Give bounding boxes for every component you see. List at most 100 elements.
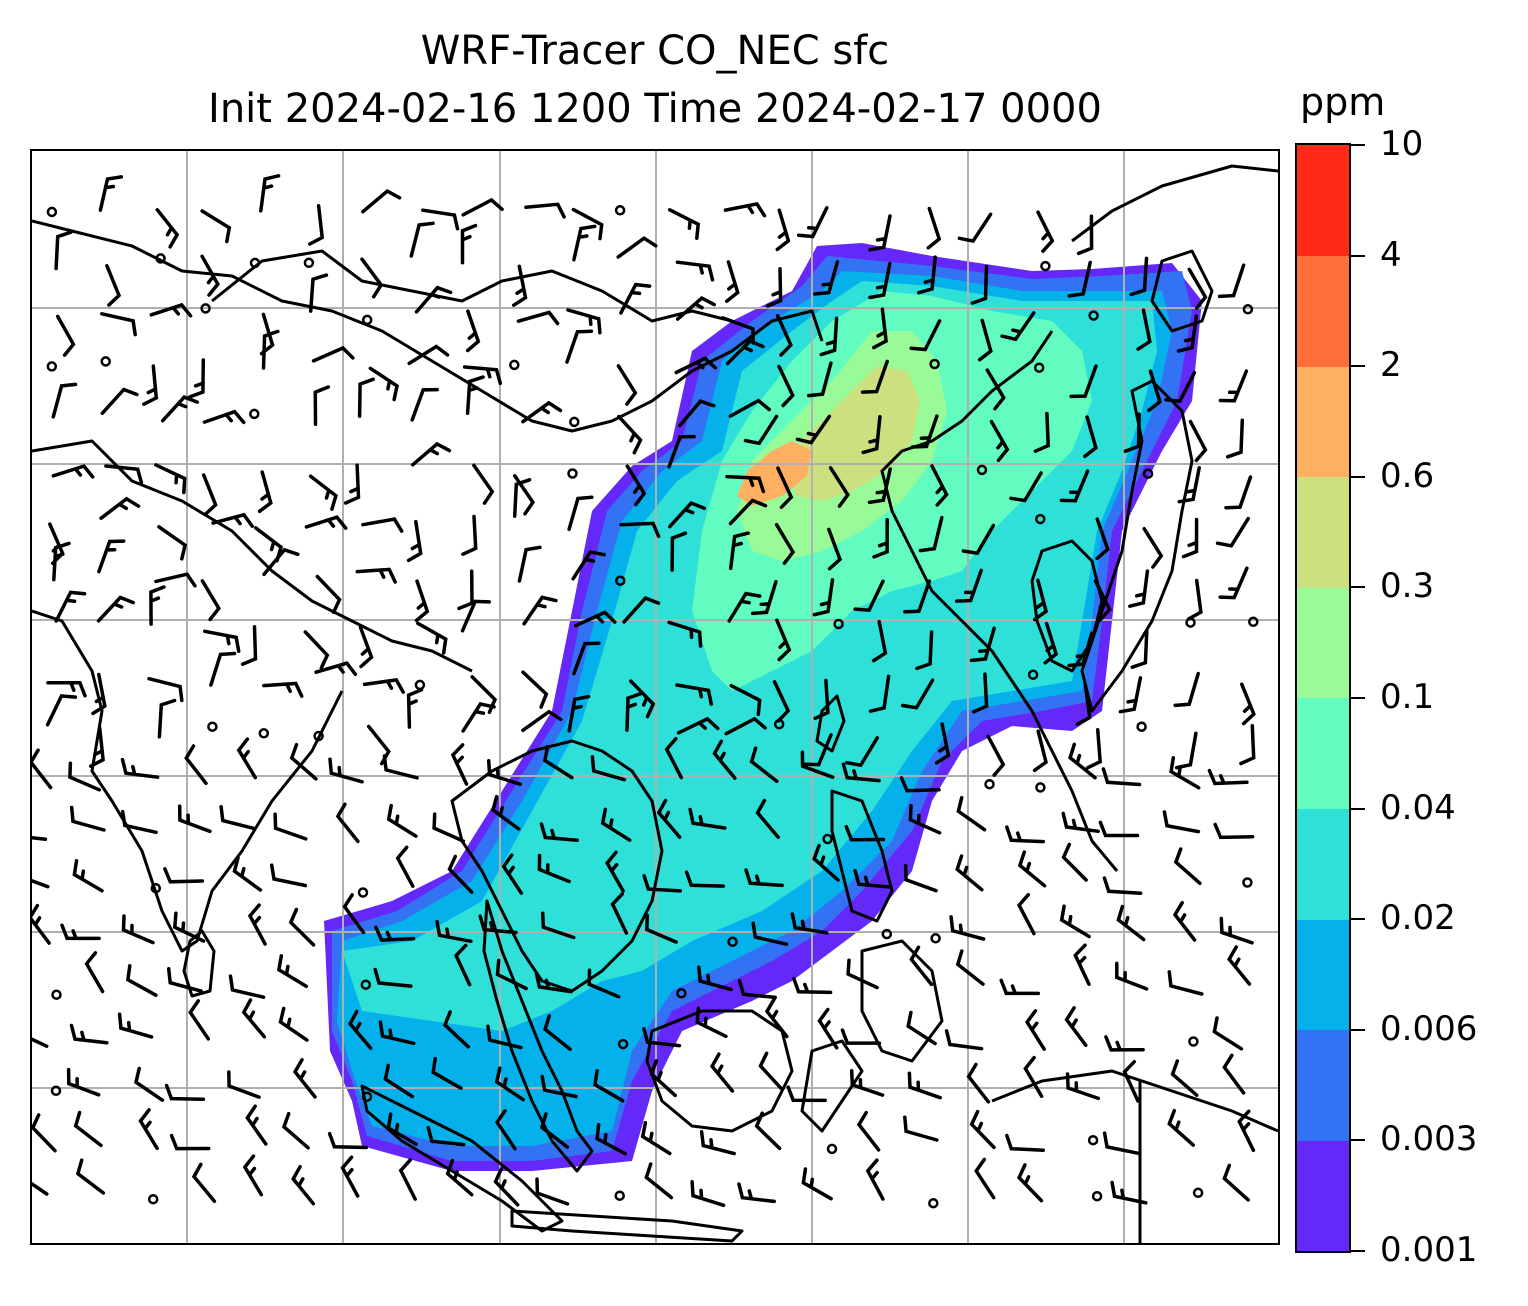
wind-barb xyxy=(918,515,944,553)
wind-barb xyxy=(383,1063,415,1099)
wind-barb xyxy=(91,672,107,716)
wind-barb xyxy=(524,202,566,219)
wind-barb xyxy=(903,1115,939,1142)
wind-barb xyxy=(961,523,996,556)
calm-wind-marker xyxy=(1087,1134,1099,1146)
wind-barb xyxy=(853,868,893,889)
wind-barb xyxy=(1188,419,1208,463)
wind-barb xyxy=(1076,214,1094,256)
wind-barb xyxy=(134,1066,165,1102)
wind-barb xyxy=(32,878,50,889)
colorbar-segment xyxy=(1297,698,1349,810)
calm-wind-marker xyxy=(984,778,995,790)
wind-barb xyxy=(684,870,726,888)
calm-wind-marker xyxy=(249,257,261,269)
wind-barb xyxy=(751,921,789,946)
wind-barb xyxy=(291,1164,316,1206)
wind-barb xyxy=(675,683,714,706)
wind-barb xyxy=(209,651,237,687)
wind-barb xyxy=(853,579,885,613)
wind-barb xyxy=(522,595,558,626)
indochina-coast xyxy=(450,739,664,993)
wind-barb xyxy=(535,1177,570,1206)
wind-barb xyxy=(378,1020,416,1046)
philippines-south xyxy=(860,939,944,1063)
calm-wind-marker xyxy=(1192,1187,1204,1199)
wind-barb xyxy=(358,625,374,669)
wind-barb xyxy=(1224,475,1253,510)
colorbar-segment xyxy=(1297,1029,1349,1141)
wind-barb xyxy=(355,567,397,584)
wind-barb xyxy=(903,864,938,893)
wind-barb xyxy=(188,999,211,1041)
wind-barb xyxy=(54,590,87,623)
wind-barb xyxy=(1225,418,1245,459)
wind-barb xyxy=(335,802,360,844)
wind-barbs xyxy=(32,174,1259,1209)
map-panel xyxy=(30,149,1280,1245)
wind-barb xyxy=(288,907,316,947)
wind-barb xyxy=(743,414,779,446)
wind-barb xyxy=(1136,308,1152,351)
wind-barb xyxy=(567,495,594,532)
colorbar-tick xyxy=(1351,1250,1365,1252)
wind-barb xyxy=(775,208,791,252)
wind-barb xyxy=(1093,579,1112,622)
wind-barb xyxy=(104,464,144,485)
wind-barb xyxy=(386,1112,418,1146)
colorbar-tick-label: 10 xyxy=(1380,124,1424,164)
wind-barb xyxy=(99,496,141,520)
wind-barb xyxy=(416,621,448,655)
wind-barb xyxy=(1083,415,1098,459)
wind-barb xyxy=(1000,311,1036,342)
calm-wind-marker xyxy=(614,1190,625,1201)
wind-barb xyxy=(744,868,784,888)
wind-barb xyxy=(729,683,762,717)
wind-barb xyxy=(622,596,661,624)
colorbar-tick xyxy=(1351,586,1365,589)
wind-barb xyxy=(728,531,750,571)
wind-barb xyxy=(1085,728,1103,770)
wind-barb xyxy=(32,836,48,842)
wind-barb xyxy=(373,967,413,988)
wind-barb xyxy=(308,203,325,246)
wind-barb xyxy=(595,1122,627,1156)
wind-barb xyxy=(801,1167,833,1201)
wind-barb xyxy=(974,1157,996,1200)
wind-barb xyxy=(421,208,460,231)
wind-barb xyxy=(1118,676,1143,714)
wind-barb xyxy=(516,310,560,326)
wind-barb xyxy=(749,746,779,784)
colorbar-tick xyxy=(1351,918,1365,921)
wind-barb xyxy=(916,255,937,295)
malay-peninsula xyxy=(482,899,594,1173)
calm-wind-marker xyxy=(929,358,940,370)
wind-barb xyxy=(1061,842,1088,882)
philippines-luzon xyxy=(830,789,894,923)
colorbar-segment xyxy=(1297,808,1349,920)
wind-barb xyxy=(1067,631,1094,668)
colorbar-segment xyxy=(1297,145,1349,257)
wind-barb xyxy=(926,206,942,250)
wind-barb xyxy=(1005,825,1046,844)
wind-barb xyxy=(728,498,768,526)
wind-barb xyxy=(1237,1109,1256,1153)
wind-barb xyxy=(240,625,258,666)
wind-barb xyxy=(571,207,604,241)
coastlines xyxy=(32,164,1278,1243)
wind-barb xyxy=(1164,370,1197,404)
wind-barb xyxy=(1129,256,1149,297)
wind-barb xyxy=(257,470,273,514)
wind-barb xyxy=(126,964,158,997)
wind-barb xyxy=(486,758,522,786)
wind-barb xyxy=(202,409,246,425)
wind-barb xyxy=(227,1070,261,1099)
wind-barb xyxy=(670,531,688,572)
calm-wind-marker xyxy=(100,356,111,367)
wind-barb xyxy=(675,260,715,282)
wind-barb xyxy=(812,843,840,882)
wind-barb xyxy=(1101,767,1142,787)
wind-barb xyxy=(915,630,934,671)
wind-barb xyxy=(970,264,989,305)
wind-barb xyxy=(460,223,478,265)
